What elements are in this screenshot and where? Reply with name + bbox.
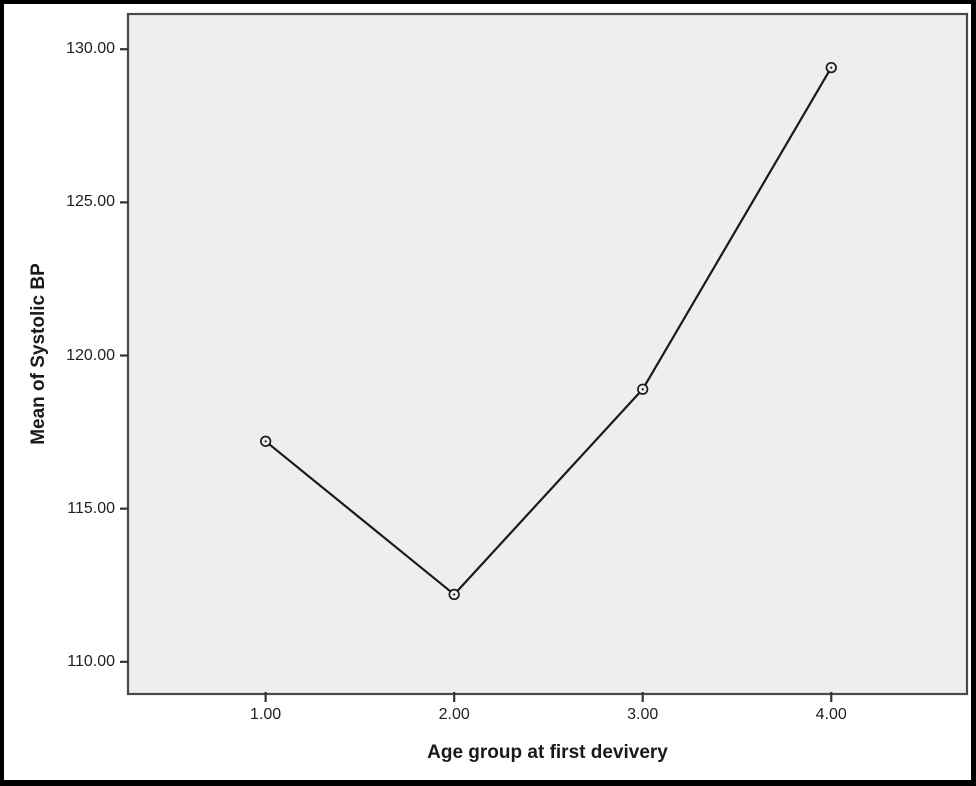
x-tick-label: 2.00 [438, 706, 470, 723]
x-tick-label: 1.00 [250, 706, 282, 723]
plot-border [126, 12, 969, 696]
data-point-center-dot [453, 593, 456, 596]
y-tick-label: 125.00 [66, 193, 115, 211]
y-tick-label: 110.00 [67, 652, 115, 670]
data-point-center-dot [830, 66, 833, 69]
x-tick-label: 3.00 [627, 706, 659, 723]
data-point-center-dot [264, 440, 267, 443]
x-axis-title: Age group at first devivery [427, 742, 668, 763]
series-line [264, 67, 833, 596]
data-point-center-dot [641, 388, 644, 391]
y-tick-label: 115.00 [67, 499, 115, 517]
plot-background [128, 14, 967, 694]
y-tick-label: 130.00 [66, 40, 115, 58]
plot-area [120, 12, 969, 702]
x-tick-label: 4.00 [815, 706, 847, 723]
y-axis-title: Mean of Systolic BP [28, 263, 49, 445]
y-tick-label: 120.00 [66, 346, 115, 364]
